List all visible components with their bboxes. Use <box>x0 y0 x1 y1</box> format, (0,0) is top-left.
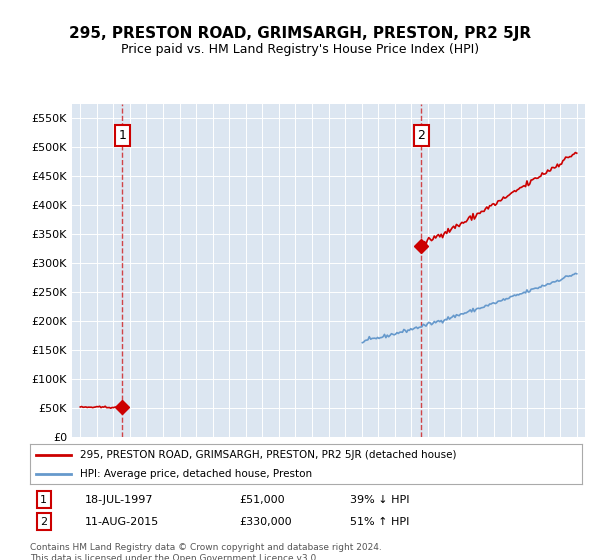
Text: 18-JUL-1997: 18-JUL-1997 <box>85 494 154 505</box>
Text: Contains HM Land Registry data © Crown copyright and database right 2024.
This d: Contains HM Land Registry data © Crown c… <box>30 543 382 560</box>
Text: HPI: Average price, detached house, Preston: HPI: Average price, detached house, Pres… <box>80 469 312 478</box>
Text: 1: 1 <box>40 494 47 505</box>
Text: £330,000: £330,000 <box>240 517 292 526</box>
Text: 39% ↓ HPI: 39% ↓ HPI <box>350 494 410 505</box>
Text: 51% ↑ HPI: 51% ↑ HPI <box>350 517 410 526</box>
Text: 1: 1 <box>118 129 126 142</box>
Text: Price paid vs. HM Land Registry's House Price Index (HPI): Price paid vs. HM Land Registry's House … <box>121 43 479 56</box>
Text: 2: 2 <box>418 129 425 142</box>
Text: 2: 2 <box>40 517 47 526</box>
Text: 295, PRESTON ROAD, GRIMSARGH, PRESTON, PR2 5JR: 295, PRESTON ROAD, GRIMSARGH, PRESTON, P… <box>69 26 531 41</box>
Text: 295, PRESTON ROAD, GRIMSARGH, PRESTON, PR2 5JR (detached house): 295, PRESTON ROAD, GRIMSARGH, PRESTON, P… <box>80 450 456 460</box>
Text: £51,000: £51,000 <box>240 494 286 505</box>
Text: 11-AUG-2015: 11-AUG-2015 <box>85 517 160 526</box>
